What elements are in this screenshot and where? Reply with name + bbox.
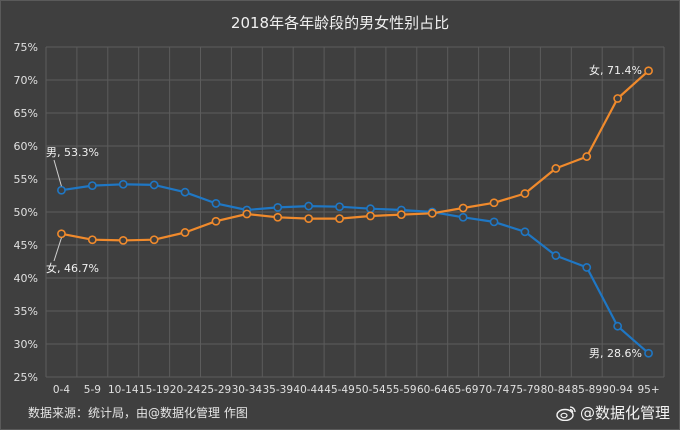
x-tick-label: 55-59 xyxy=(386,384,417,396)
data-point-male xyxy=(180,187,190,197)
data-point-female xyxy=(87,235,97,245)
data-point-female xyxy=(242,209,252,219)
x-tick-label: 70-74 xyxy=(479,384,510,396)
data-point-male xyxy=(613,321,623,331)
y-tick-label: 50% xyxy=(14,206,38,219)
data-point-female xyxy=(582,152,592,161)
x-tick-label: 20-24 xyxy=(170,384,201,396)
watermark-text: @数据化管理 xyxy=(579,404,670,422)
data-point-female xyxy=(458,203,468,213)
x-tick-label: 35-39 xyxy=(262,384,293,396)
x-tick-label: 40-44 xyxy=(293,384,324,396)
weibo-watermark: @数据化管理 xyxy=(556,402,670,423)
data-label: 女, 71.4% xyxy=(589,63,642,77)
data-point-female xyxy=(644,66,653,76)
data-point-male xyxy=(57,185,66,195)
x-tick-label: 30-34 xyxy=(232,384,263,396)
data-point-female xyxy=(551,164,561,173)
data-source-note: 数据来源：统计局，由@数据化管理 作图 xyxy=(28,406,248,420)
x-tick-label: 75-79 xyxy=(510,384,541,396)
x-tick-label: 80-84 xyxy=(541,384,572,396)
data-point-male xyxy=(304,201,314,211)
data-point-male xyxy=(87,181,97,190)
data-point-male xyxy=(118,179,128,189)
data-point-male xyxy=(644,348,653,358)
data-point-female xyxy=(335,214,344,223)
y-tick-label: 75% xyxy=(14,41,38,54)
x-tick-label: 5-9 xyxy=(84,384,101,396)
data-label: 男, 28.6% xyxy=(589,347,642,360)
annotation-leader xyxy=(53,159,62,187)
data-point-male xyxy=(582,263,592,272)
x-tick-label: 85-89 xyxy=(571,384,602,396)
data-point-female xyxy=(396,210,406,220)
data-point-male xyxy=(458,212,468,222)
x-tick-label: 90-94 xyxy=(602,384,633,396)
series-line-female xyxy=(61,69,650,242)
data-point-female xyxy=(180,228,190,237)
data-point-male xyxy=(520,227,530,237)
x-tick-label: 65-69 xyxy=(448,384,479,396)
data-point-female xyxy=(427,208,437,218)
data-point-female xyxy=(489,198,499,208)
y-tick-label: 65% xyxy=(14,107,38,120)
x-tick-label: 15-19 xyxy=(139,384,170,396)
annotation-leader xyxy=(53,237,62,262)
y-tick-label: 35% xyxy=(14,305,38,318)
data-point-female xyxy=(273,212,283,222)
x-tick-label: 45-49 xyxy=(324,384,355,396)
y-tick-label: 25% xyxy=(14,371,38,384)
data-point-female xyxy=(211,216,221,226)
data-point-male xyxy=(489,217,499,227)
y-tick-label: 60% xyxy=(14,140,38,153)
data-point-female xyxy=(57,229,66,239)
data-point-female xyxy=(149,235,159,245)
x-tick-label: 0-4 xyxy=(53,384,70,396)
data-point-male xyxy=(551,251,561,260)
x-tick-label: 10-14 xyxy=(108,384,139,396)
data-label: 女, 46.7% xyxy=(46,261,99,275)
data-label: 男, 53.3% xyxy=(46,146,99,159)
data-point-female xyxy=(613,94,623,103)
y-tick-label: 40% xyxy=(14,272,38,285)
y-tick-label: 70% xyxy=(14,74,38,87)
x-tick-label: 60-64 xyxy=(417,384,448,396)
weibo-icon xyxy=(556,405,576,421)
data-point-female xyxy=(304,214,314,223)
y-tick-label: 55% xyxy=(14,173,38,186)
y-tick-label: 45% xyxy=(14,239,38,252)
x-tick-label: 95+ xyxy=(637,384,659,396)
data-point-female xyxy=(520,189,530,198)
data-point-female xyxy=(366,211,375,221)
data-point-female xyxy=(118,235,128,245)
data-point-male xyxy=(366,204,375,214)
data-point-male xyxy=(149,180,159,190)
chart-title: 2018年各年龄段的男女性别占比 xyxy=(230,14,450,32)
data-point-male xyxy=(211,199,221,208)
x-tick-label: 25-29 xyxy=(201,384,232,396)
y-tick-label: 30% xyxy=(14,338,38,351)
series-line-male xyxy=(61,183,650,355)
data-point-male xyxy=(335,202,344,212)
data-point-male xyxy=(273,202,283,212)
x-tick-label: 50-54 xyxy=(355,384,386,396)
